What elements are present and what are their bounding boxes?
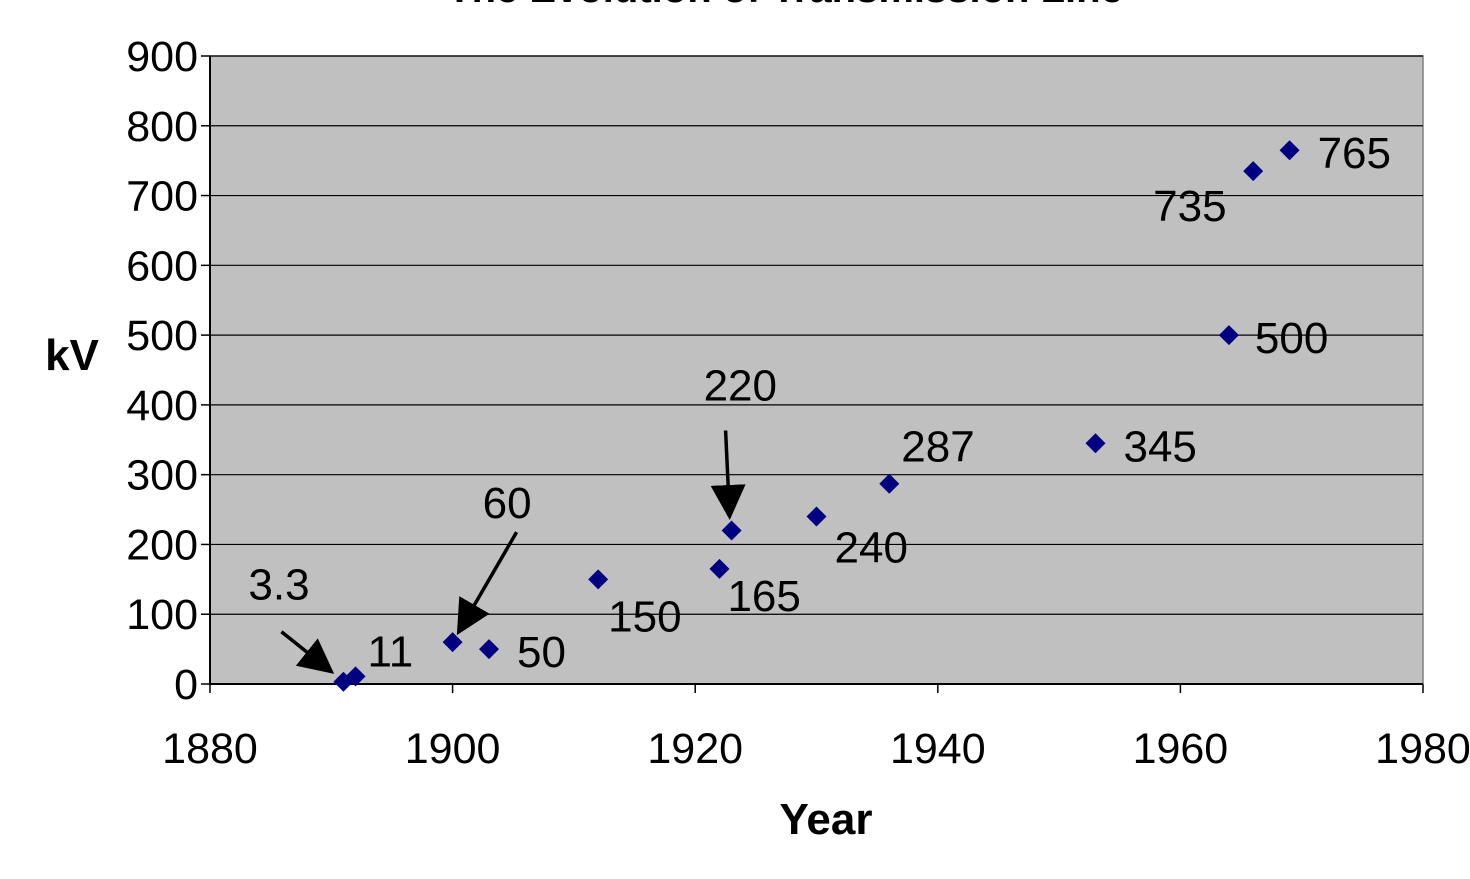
data-point bbox=[806, 506, 827, 527]
data-label: 3.3 bbox=[248, 561, 309, 610]
data-label: 165 bbox=[727, 572, 800, 621]
data-point bbox=[1279, 140, 1300, 161]
y-tick-label: 800 bbox=[126, 103, 198, 151]
data-point bbox=[345, 666, 366, 687]
data-label: 50 bbox=[517, 628, 566, 677]
y-tick-label: 200 bbox=[126, 521, 198, 569]
y-tick-label: 900 bbox=[126, 33, 198, 81]
data-labels: 3.3 11 60 50 150 165 220 240 287 345 500 735 765 bbox=[248, 129, 1391, 677]
data-point bbox=[442, 632, 463, 653]
y-tick-label: 600 bbox=[126, 242, 198, 290]
data-label: 735 bbox=[1153, 182, 1226, 231]
data-label: 765 bbox=[1318, 129, 1391, 178]
y-tick-label: 0 bbox=[174, 661, 198, 709]
x-axis-title: Year bbox=[780, 795, 873, 844]
y-axis-ticks: 0 100 200 300 400 500 600 700 800 900 bbox=[126, 33, 210, 709]
y-tick-label: 400 bbox=[126, 382, 198, 430]
y-axis-title: kV bbox=[45, 331, 99, 380]
data-label: 11 bbox=[368, 627, 414, 676]
x-axis-ticks: 1880 1900 1920 1940 1960 1980 bbox=[162, 684, 1470, 773]
chart-title: The Evolution of Transmission Line bbox=[447, 0, 1123, 11]
data-point bbox=[478, 639, 499, 660]
annotation-arrows bbox=[280, 430, 746, 674]
data-points bbox=[333, 140, 1300, 692]
axes bbox=[209, 56, 1423, 685]
data-point bbox=[879, 473, 900, 494]
gridlines bbox=[210, 55, 1423, 615]
annotation-arrow bbox=[456, 531, 519, 636]
y-tick-label: 700 bbox=[126, 173, 198, 221]
data-label: 150 bbox=[608, 592, 681, 641]
x-tick-label: 1940 bbox=[890, 725, 986, 773]
annotation-arrow bbox=[280, 630, 335, 674]
x-tick-label: 1980 bbox=[1375, 725, 1470, 773]
data-point bbox=[1218, 325, 1239, 346]
y-tick-label: 100 bbox=[126, 591, 198, 639]
data-point bbox=[721, 520, 742, 541]
data-label: 500 bbox=[1255, 314, 1328, 363]
x-tick-label: 1880 bbox=[162, 725, 258, 773]
x-tick-label: 1900 bbox=[405, 725, 501, 773]
x-tick-label: 1960 bbox=[1133, 725, 1229, 773]
data-point bbox=[588, 569, 609, 590]
data-point bbox=[709, 558, 730, 579]
data-label: 345 bbox=[1123, 422, 1196, 471]
data-label: 60 bbox=[483, 479, 532, 528]
data-label: 240 bbox=[835, 524, 908, 573]
data-label: 287 bbox=[901, 423, 974, 472]
y-tick-label: 300 bbox=[126, 452, 198, 500]
data-point bbox=[1085, 433, 1106, 454]
y-tick-label: 500 bbox=[126, 312, 198, 360]
annotation-arrow bbox=[710, 430, 746, 520]
data-label: 220 bbox=[704, 361, 777, 410]
x-tick-label: 1920 bbox=[647, 725, 743, 773]
plot-area bbox=[209, 55, 1424, 685]
data-point bbox=[1243, 161, 1264, 182]
